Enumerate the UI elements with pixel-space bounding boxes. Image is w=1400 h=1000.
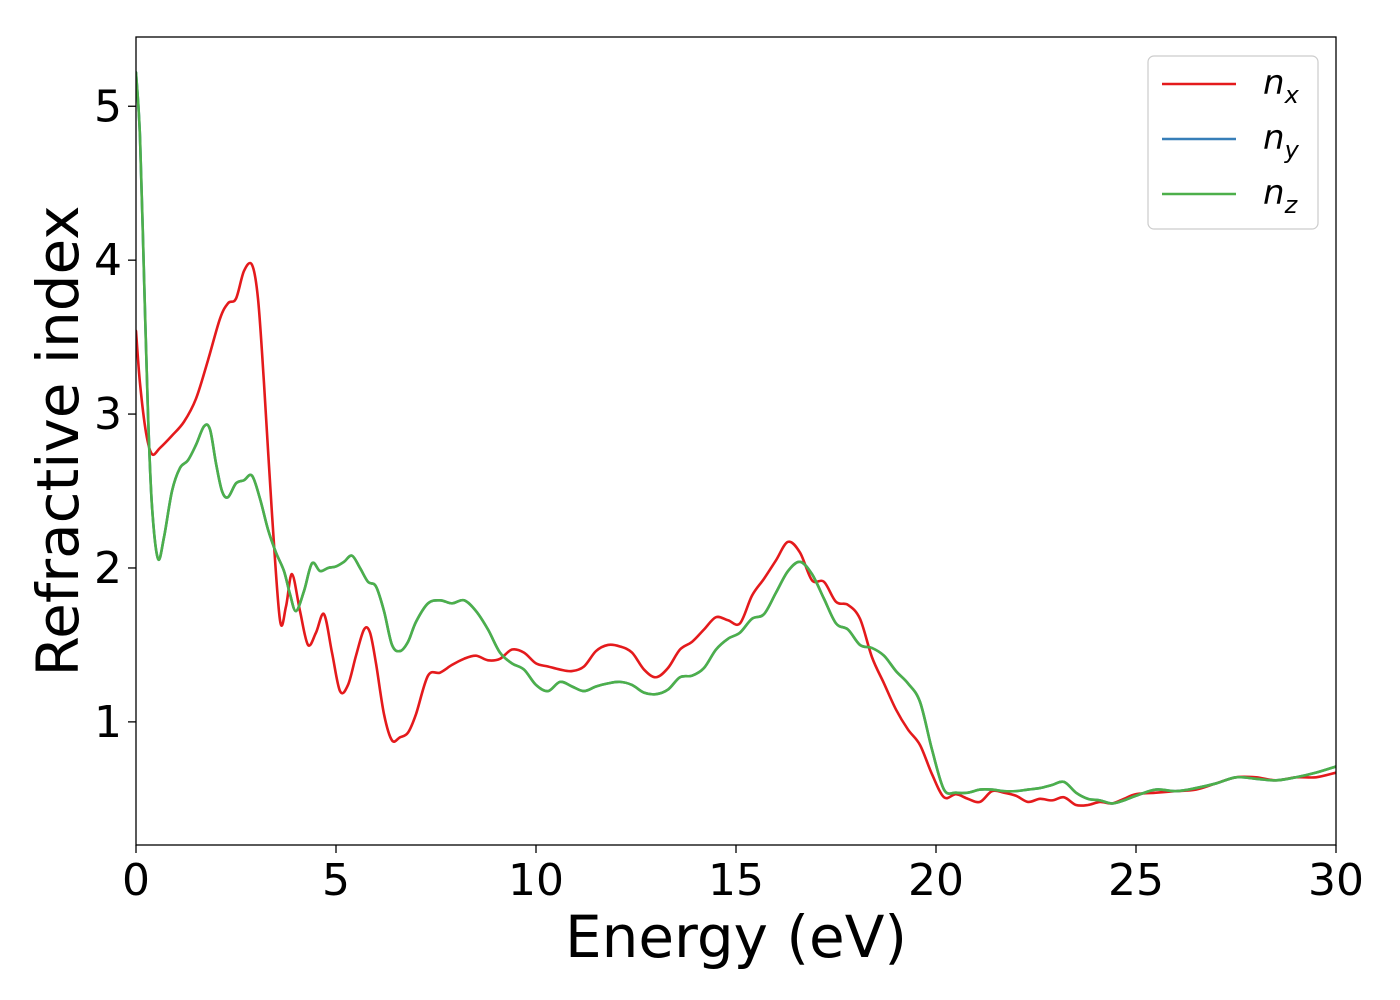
x-tick-label: 25 [1108, 855, 1164, 906]
y-tick-label: 4 [94, 235, 122, 286]
y-tick-label: 5 [94, 81, 122, 132]
x-tick-label: 20 [908, 855, 964, 906]
x-tick-label: 10 [508, 855, 564, 906]
series-line-nz [136, 71, 1336, 805]
legend-label-nz: nz [1263, 173, 1299, 219]
legend-items: nx ny nz [1162, 63, 1300, 219]
series-layer [136, 71, 1336, 807]
y-axis-label: Refractive index [24, 205, 92, 676]
x-axis-ticks: 0 5 10 15 20 25 30 [122, 845, 1364, 906]
legend-label-nx: nx [1263, 63, 1300, 109]
x-tick-label: 5 [322, 855, 350, 906]
x-axis-label: Energy (eV) [565, 903, 907, 971]
legend-box [1147, 55, 1319, 230]
legend: nx ny nz [1147, 55, 1319, 230]
x-tick-label: 0 [122, 855, 150, 906]
x-tick-label: 15 [708, 855, 764, 906]
legend-label-ny: ny [1263, 118, 1300, 164]
y-tick-label: 3 [94, 389, 122, 440]
y-axis-ticks: 1 2 3 4 5 [94, 81, 136, 748]
y-tick-label: 1 [94, 697, 122, 748]
series-line-nx [136, 261, 1336, 807]
y-tick-label: 2 [94, 543, 122, 594]
x-tick-label: 30 [1308, 855, 1364, 906]
